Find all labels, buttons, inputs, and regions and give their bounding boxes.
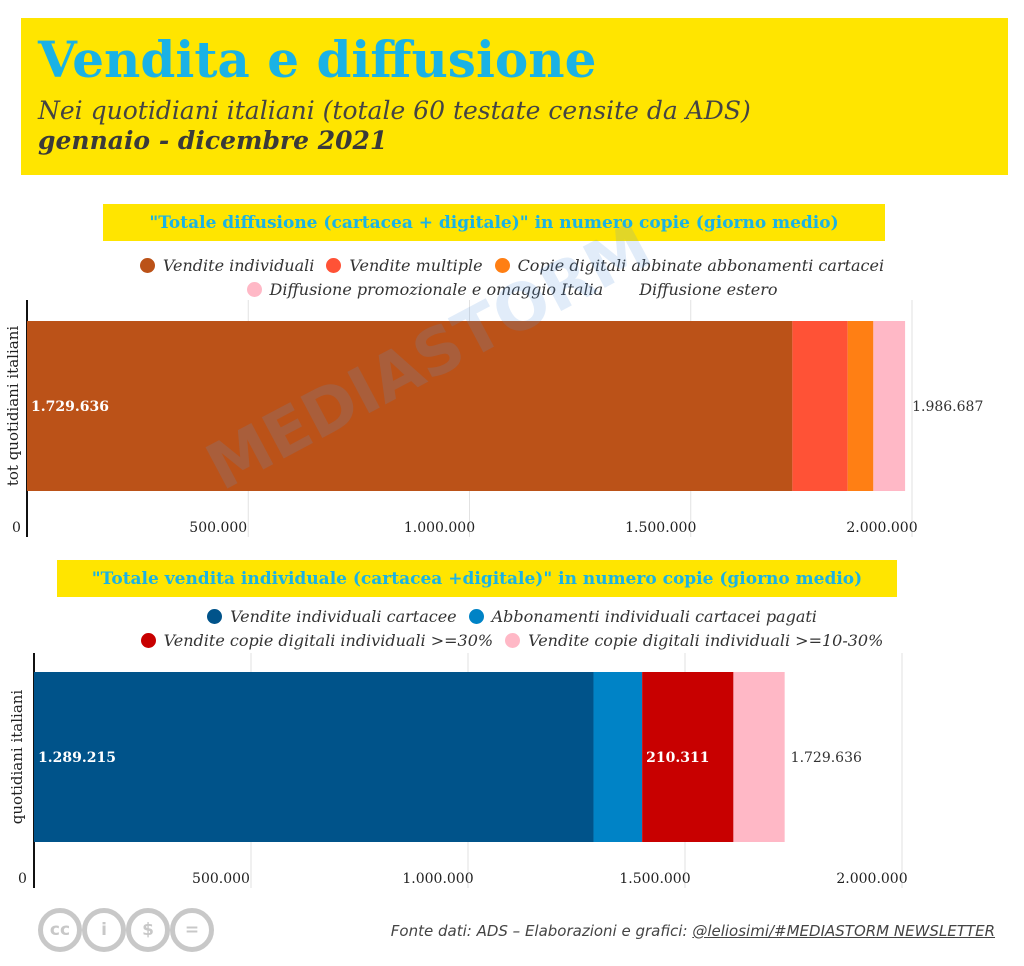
legend-item: Diffusione estero: [639, 280, 777, 299]
legend-label: Vendite multiple: [349, 256, 483, 275]
chart1-legend-row2: Diffusione promozionale e omaggio Italia…: [0, 280, 1024, 299]
tick-label: 1.000.000: [404, 520, 475, 536]
data-label: 1.729.636: [31, 399, 109, 415]
legend-swatch: [139, 258, 155, 273]
legend-item: Abbonamenti individuali cartacei pagati: [468, 607, 817, 626]
legend-swatch: [468, 609, 484, 624]
chart2-plot: 0 500.000 1.000.000 1.500.000 2.000.000 1.289…: [8, 653, 908, 888]
chart2-legend-row1: Vendite individuali cartacee Abbonamenti…: [0, 607, 1024, 626]
chart1-plot: 0 500.000 1.000.000 1.500.000 2.000.000 1.729…: [4, 300, 983, 537]
header-banner: Vendita e diffusione Nei quotidiani ital…: [21, 18, 1008, 175]
chart1-legend-row1: Vendite individuali Vendite multiple Cop…: [0, 256, 1024, 275]
legend-label: Abbonamenti individuali cartacei pagati: [491, 607, 817, 626]
legend-swatch: [326, 258, 342, 273]
legend-item: Vendite individuali cartacee: [207, 607, 457, 626]
tick-label: 2.000.000: [836, 871, 907, 887]
source-handle-link[interactable]: @leliosimi/#MEDIASTORM NEWSLETTER: [692, 922, 995, 940]
legend-swatch: [246, 282, 262, 297]
tick-label: 500.000: [189, 520, 247, 536]
bar-segment: [792, 321, 848, 491]
total-label: 1.729.636: [791, 750, 862, 766]
bar-segment: [873, 321, 906, 491]
legend-label: Diffusione estero: [639, 280, 778, 299]
legend-label: Vendite individuali: [162, 256, 315, 275]
tick-label: 1.500.000: [625, 520, 696, 536]
legend-label: Copie digitali abbinate abbonamenti cart…: [517, 256, 885, 275]
nc-icon: $: [126, 908, 170, 952]
data-label: 1.289.215: [38, 750, 116, 766]
legend-item: Vendite copie digitali individuali >=30%: [140, 631, 494, 650]
bar-segment: [733, 672, 785, 842]
tick-label: 1.500.000: [619, 871, 690, 887]
bar-segment: [905, 321, 907, 491]
legend-label: Diffusione promozionale e omaggio Italia: [269, 280, 604, 299]
bar-segment: [593, 672, 643, 842]
nd-icon: =: [170, 908, 214, 952]
data-label: 210.311: [646, 750, 709, 766]
tick-label: 2.000.000: [846, 520, 917, 536]
source-prefix: Fonte dati: ADS – Elaborazioni e grafici…: [390, 922, 693, 940]
legend-swatch: [207, 609, 223, 624]
by-icon: i: [82, 908, 126, 952]
legend-item: Vendite copie digitali individuali >=10-…: [505, 631, 883, 650]
legend-label: Vendite copie digitali individuali >=30%: [163, 631, 494, 650]
cc-icon: cc: [38, 908, 82, 952]
legend-swatch: [505, 633, 521, 648]
legend-item: Copie digitali abbinate abbonamenti cart…: [494, 256, 885, 275]
bar-segment: [642, 672, 734, 842]
legend-swatch: [140, 633, 156, 648]
bar-segment: [34, 672, 594, 842]
legend-item: Vendite multiple: [326, 256, 483, 275]
bar-segment: [27, 321, 793, 491]
page-title: Vendita e diffusione: [38, 30, 597, 89]
chart2-title: "Totale vendita individuale (cartacea +d…: [57, 560, 897, 597]
tick-label: 500.000: [192, 871, 250, 887]
legend-item: Vendite individuali: [139, 256, 315, 275]
license-icons: cc i $ =: [38, 908, 214, 952]
period-label: gennaio - dicembre 2021: [38, 126, 388, 155]
y-axis-label: quotidiani italiani: [8, 690, 26, 825]
total-label: 1.986.687: [912, 399, 983, 415]
y-axis-label: tot quotidiani italiani: [4, 326, 22, 487]
legend-label: Vendite individuali cartacee: [230, 607, 457, 626]
legend-swatch: [494, 258, 510, 273]
tick-label: 0: [18, 871, 27, 887]
bar-segment: [847, 321, 874, 491]
chart1-title: "Totale diffusione (cartacea + digitale)…: [103, 204, 885, 241]
source-credit: Fonte dati: ADS – Elaborazioni e grafici…: [391, 922, 995, 940]
page-subtitle: Nei quotidiani italiani (totale 60 testa…: [38, 96, 751, 125]
tick-label: 0: [12, 520, 21, 536]
legend-item: Diffusione promozionale e omaggio Italia: [246, 280, 604, 299]
chart2-legend-row2: Vendite copie digitali individuali >=30%…: [0, 631, 1024, 650]
legend-label: Vendite copie digitali individuali >=10-…: [528, 631, 884, 650]
tick-label: 1.000.000: [402, 871, 473, 887]
